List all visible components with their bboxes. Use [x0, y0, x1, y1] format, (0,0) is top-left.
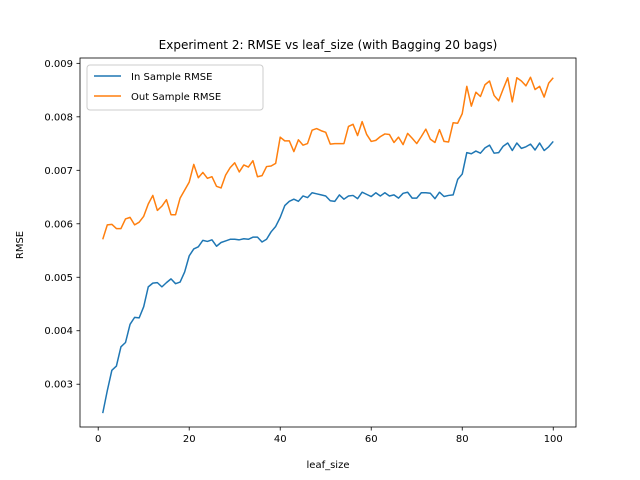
- y-tick-label: 0.007: [44, 166, 73, 177]
- y-tick-label: 0.009: [44, 59, 73, 70]
- legend: In Sample RMSE Out Sample RMSE: [86, 64, 264, 111]
- x-tick-label: 0: [95, 434, 101, 445]
- series-1: [102, 140, 554, 414]
- x-tick-label: 20: [183, 434, 196, 445]
- x-tick-label: 100: [544, 434, 563, 445]
- series-2: [102, 76, 554, 240]
- x-axis-label: leaf_size: [307, 460, 350, 471]
- x-tick-label: 40: [274, 434, 287, 445]
- legend-label: In Sample RMSE: [131, 72, 212, 83]
- y-tick-label: 0.004: [44, 326, 73, 337]
- y-axis-label: RMSE: [15, 231, 26, 259]
- plot-background: [80, 58, 576, 427]
- legend-label: Out Sample RMSE: [131, 92, 221, 103]
- y-tick-label: 0.005: [44, 273, 73, 284]
- series-line: [102, 76, 554, 240]
- y-tick-label: 0.003: [44, 380, 73, 391]
- x-tick-label: 60: [365, 434, 378, 445]
- series-line: [102, 140, 554, 414]
- y-tick-label: 0.008: [44, 112, 73, 123]
- plot-area: [79, 57, 577, 428]
- plot-frame: [79, 57, 577, 428]
- x-tick-label: 80: [456, 434, 469, 445]
- chart-title: Experiment 2: RMSE vs leaf_size (with Ba…: [159, 38, 498, 52]
- legend-box: [86, 64, 264, 111]
- x-axis: 0 20 40 60 80 100: [95, 427, 563, 445]
- y-tick-label: 0.006: [44, 219, 73, 230]
- y-axis: 0.003 0.004 0.005 0.006 0.007 0.008 0.009: [44, 59, 80, 391]
